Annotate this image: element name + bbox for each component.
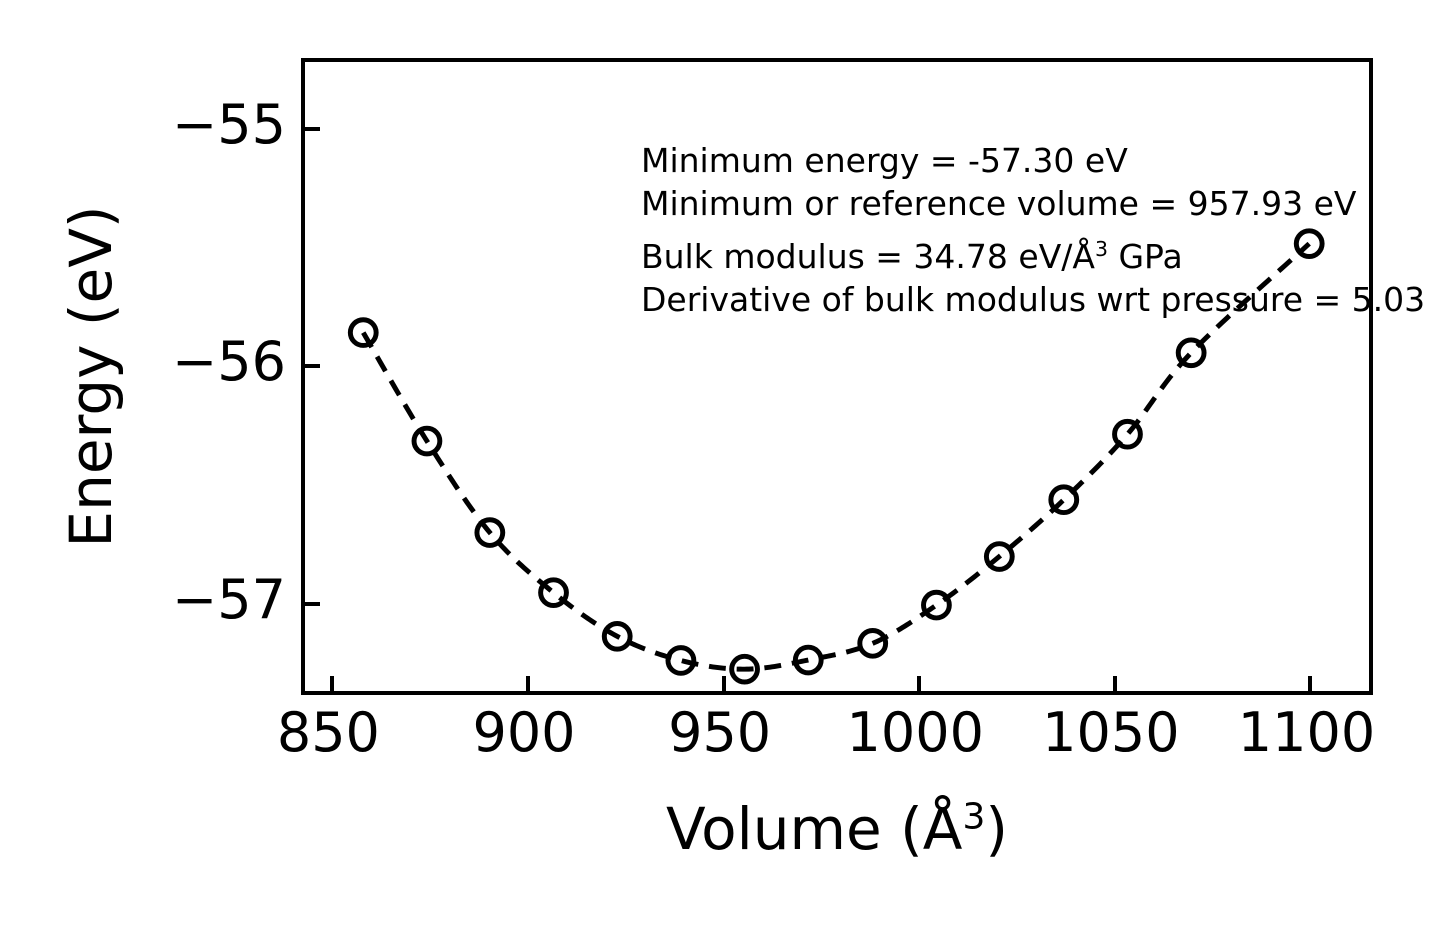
data-point-marker	[729, 653, 760, 685]
y-axis-title-text: Energy (eV)	[57, 205, 125, 548]
x-tick-label-950: 950	[668, 701, 772, 764]
annotation-bulk-modulus: Bulk modulus = 34.78 eV/Å3 GPa	[641, 236, 1425, 279]
x-tick-label-900: 900	[472, 701, 576, 764]
x-axis-title: Volume (Å3)	[301, 796, 1373, 858]
x-tick-1000	[917, 676, 922, 691]
y-tick-label--57: −57	[172, 567, 286, 631]
annotation-bulk-modulus-derivative: Derivative of bulk modulus wrt pressure …	[641, 279, 1426, 319]
x-tick-900	[526, 676, 530, 691]
data-series-canvas	[347, 228, 1325, 685]
x-tick-label-1000: 1000	[846, 701, 984, 764]
annotation-minimum-energy: Minimum energy = -57.30 eV	[641, 141, 1128, 180]
y-axis-title: Energy (eV)	[56, 58, 126, 695]
x-axis-title-text: Volume (Å	[666, 795, 963, 863]
x-tick-1100	[1308, 676, 1313, 691]
x-tick-1050	[1112, 676, 1117, 691]
data-point-marker	[1112, 418, 1143, 450]
x-tick-950	[721, 676, 726, 691]
x-tick-label-850: 850	[276, 701, 380, 764]
data-point-marker	[857, 628, 889, 659]
x-tick-label-1050: 1050	[1042, 701, 1180, 764]
annotation-bulk-modulus-exponent: 3	[1094, 236, 1108, 261]
y-tick-label--56: −56	[172, 330, 286, 394]
data-point-marker	[792, 644, 824, 676]
data-point-marker	[538, 577, 569, 608]
annotation-bulk-modulus-tail: GPa	[1107, 236, 1183, 276]
plot-area: Minimum energy = -57.30 eV Minimum or re…	[301, 58, 1425, 695]
data-point-marker	[347, 317, 379, 348]
x-tick-850	[330, 676, 335, 691]
eos-curve-line	[361, 241, 1311, 672]
data-point-marker	[921, 589, 952, 621]
data-point-marker	[601, 621, 633, 652]
y-tick--56	[305, 364, 320, 369]
data-point-marker	[665, 645, 697, 676]
annotation-bulk-modulus-text: Bulk modulus = 34.78 eV/Å	[641, 236, 1095, 276]
x-tick-label-1100: 1100	[1237, 701, 1376, 764]
x-axis-title-exponent: 3	[962, 796, 986, 838]
data-point-marker	[411, 425, 443, 457]
data-point-marker	[1175, 337, 1207, 369]
y-tick--57	[305, 601, 320, 606]
data-point-marker	[1048, 484, 1080, 516]
annotation-minimum-volume: Minimum or reference volume = 957.93 eV	[641, 183, 1357, 223]
eos-data-markers	[347, 228, 1325, 685]
data-point-marker	[1293, 228, 1325, 259]
y-tick-label--55: −55	[172, 92, 286, 156]
y-tick--55	[305, 126, 320, 131]
fit-parameters-annotation: Minimum energy = -57.30 eV Minimum or re…	[641, 140, 1425, 321]
data-point-marker	[983, 541, 1015, 572]
data-point-marker	[474, 517, 506, 548]
x-axis-title-tail: )	[985, 795, 1008, 863]
